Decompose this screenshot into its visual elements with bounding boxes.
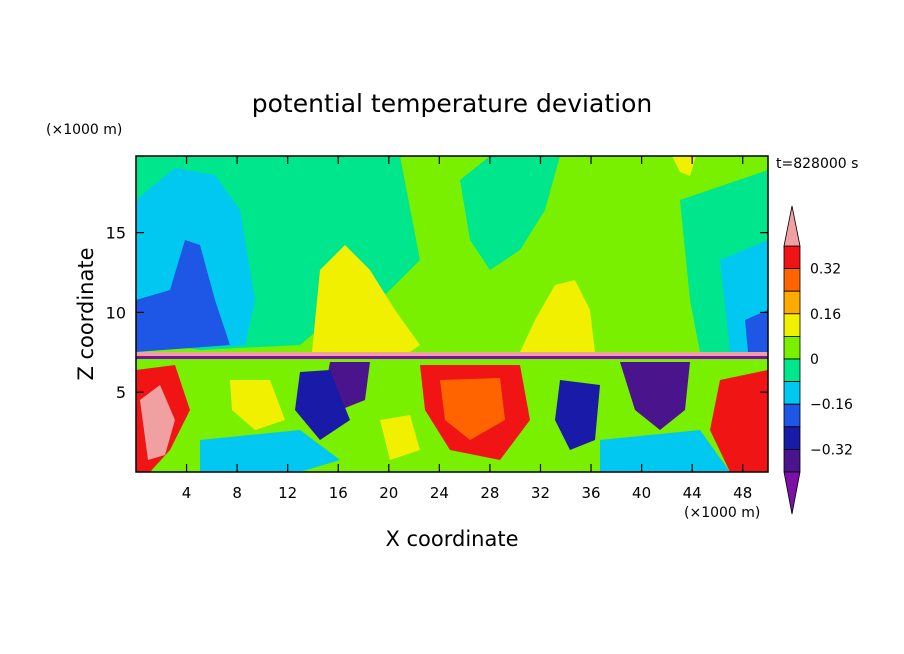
field-right-blue	[745, 310, 768, 352]
y-ticks: 5 10 15	[106, 224, 768, 402]
colorbar-tick-label: 0.16	[810, 307, 841, 323]
x-tick-label: 24	[430, 484, 449, 502]
y-axis-label: Z coordinate	[74, 247, 98, 380]
colorbar-segment	[783, 268, 801, 292]
x-tick-label: 28	[480, 484, 499, 502]
chart-title: potential temperature deviation	[252, 89, 652, 118]
colorbar-segment	[783, 381, 801, 405]
time-label: t=828000 s	[776, 156, 858, 172]
x-tick-label: 12	[278, 484, 297, 502]
x-tick-label: 48	[733, 484, 752, 502]
x-tick-label: 8	[232, 484, 242, 502]
colorbar-bottom-arrow	[783, 471, 801, 515]
field-yellow-top	[672, 156, 696, 176]
field-inversion-band-2	[136, 356, 768, 359]
colorbar-segment	[783, 426, 801, 450]
x-tick-label: 32	[531, 484, 550, 502]
colorbar-top-arrow	[783, 205, 801, 247]
x-tick-label: 36	[581, 484, 600, 502]
colorbar-tick-label: 0	[810, 352, 819, 368]
colorbar-segment	[783, 448, 801, 473]
x-tick-label: 16	[329, 484, 348, 502]
field-lower-yellow-b	[380, 415, 420, 460]
colorbar-segment	[783, 245, 801, 270]
field-lower-cyan-a	[200, 430, 340, 472]
field-yellow-b	[520, 280, 595, 352]
field-inversion-band	[136, 352, 768, 356]
field-yellow-a	[312, 245, 420, 352]
field-lower-purple-b	[620, 362, 690, 430]
y-tick-label: 5	[116, 383, 126, 402]
x-tick-label: 40	[632, 484, 651, 502]
plot-frame	[135, 155, 769, 473]
x-axis-label: X coordinate	[385, 527, 518, 551]
colorbar-tick-label: −0.32	[810, 442, 853, 458]
colorbar-segment	[783, 403, 801, 428]
field-lower-cyan-b	[600, 430, 730, 472]
field-blue-left	[136, 240, 230, 352]
y-unit-label: (×1000 m)	[46, 122, 122, 138]
y-tick-label: 15	[106, 224, 126, 243]
field-lower-pink-left	[140, 385, 175, 460]
x-unit-label: (×1000 m)	[684, 505, 760, 521]
colorbar: 0.32 0.16 0 −0.16 −0.32	[783, 205, 853, 515]
colorbar-tick-label: −0.16	[810, 397, 853, 413]
colorbar-tick-label: 0.32	[810, 262, 841, 278]
colorbar-segment	[783, 358, 801, 383]
colorbar-segment	[783, 313, 801, 337]
field-lower-red-right	[710, 370, 768, 472]
x-ticks: 4 8 12 16 20 24 28 32 36 40 44 48	[182, 156, 752, 502]
colorbar-segment	[783, 335, 801, 360]
field-mid-green	[460, 156, 560, 270]
x-tick-label: 4	[182, 484, 192, 502]
y-tick-label: 10	[106, 303, 126, 322]
field-lower-blue-a	[295, 370, 350, 440]
x-tick-label: 20	[379, 484, 398, 502]
colorbar-segment	[783, 290, 801, 315]
field-lower-blue-b	[555, 380, 600, 450]
contour-field	[136, 156, 768, 472]
field-lower-yellow	[230, 380, 285, 430]
field-lower-orange-mid	[440, 378, 505, 440]
x-tick-label: 44	[683, 484, 702, 502]
